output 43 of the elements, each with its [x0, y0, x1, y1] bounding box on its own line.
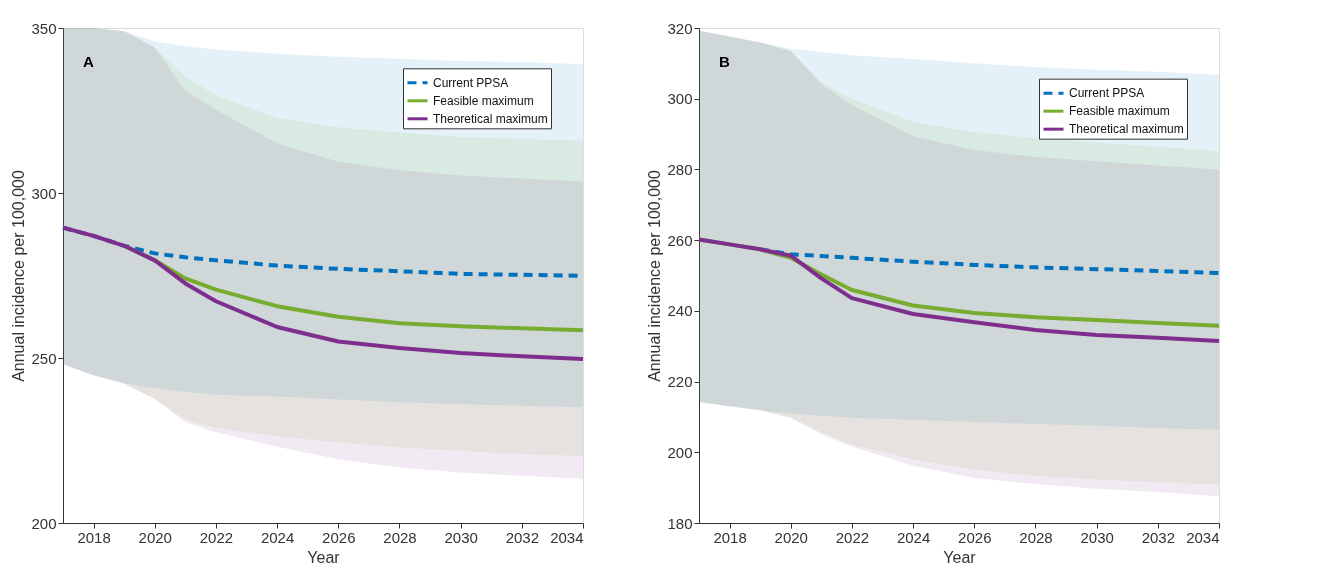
y-tick-label: 200	[667, 443, 693, 461]
y-tick-label: 200	[31, 514, 57, 532]
legend-label: Theoretical maximum	[433, 111, 548, 126]
y-tick-label: 240	[667, 302, 693, 320]
legend-label: Feasible maximum	[1069, 104, 1170, 119]
y-axis-title: Annual incidence per 100,000	[10, 170, 28, 382]
x-tick-label: 2026	[322, 528, 356, 546]
x-axis-title: Year	[307, 548, 341, 566]
x-tick-label: 2022	[835, 528, 870, 546]
legend-label: Theoretical maximum	[1069, 122, 1184, 137]
y-tick-label: 260	[667, 231, 693, 249]
annotation: B	[719, 53, 730, 70]
y-tick-label: 220	[667, 373, 693, 391]
legend-label: Current PPSA	[433, 75, 509, 90]
x-tick-label: 2020	[774, 528, 808, 546]
y-tick-label: 280	[667, 160, 693, 178]
x-tick-label: 2030	[444, 528, 478, 546]
x-tick-label: 2030	[1080, 528, 1114, 546]
x-tick-label: 2018	[77, 528, 111, 546]
x-tick-label: 2020	[138, 528, 172, 546]
legend-label: Current PPSA	[1069, 86, 1145, 101]
y-tick-label: 300	[31, 184, 57, 202]
x-tick-label: 2024	[896, 528, 931, 546]
line-series	[61, 225, 585, 361]
y-tick-label: 250	[31, 349, 57, 367]
y-tick-label: 180	[667, 514, 693, 532]
y-tick-label: 300	[667, 90, 693, 108]
x-axis-title: Year	[943, 548, 977, 566]
x-tick-label: 2034	[1186, 528, 1220, 546]
x-tick-label: 2034	[550, 528, 584, 546]
annotation: A	[83, 53, 94, 70]
x-tick-label: 2018	[713, 528, 747, 546]
x-tick-label: 2032	[505, 528, 540, 546]
y-axis-title: Annual incidence per 100,000	[646, 170, 664, 382]
x-tick-label: 2022	[199, 528, 234, 546]
y-tick-label: 320	[667, 19, 693, 37]
x-tick-label: 2028	[383, 528, 417, 546]
x-tick-label: 2024	[260, 528, 295, 546]
y-tick-label: 350	[31, 19, 57, 37]
x-tick-label: 2032	[1141, 528, 1176, 546]
x-tick-label: 2028	[1019, 528, 1053, 546]
legend-label: Feasible maximum	[433, 93, 534, 108]
x-tick-label: 2026	[958, 528, 992, 546]
